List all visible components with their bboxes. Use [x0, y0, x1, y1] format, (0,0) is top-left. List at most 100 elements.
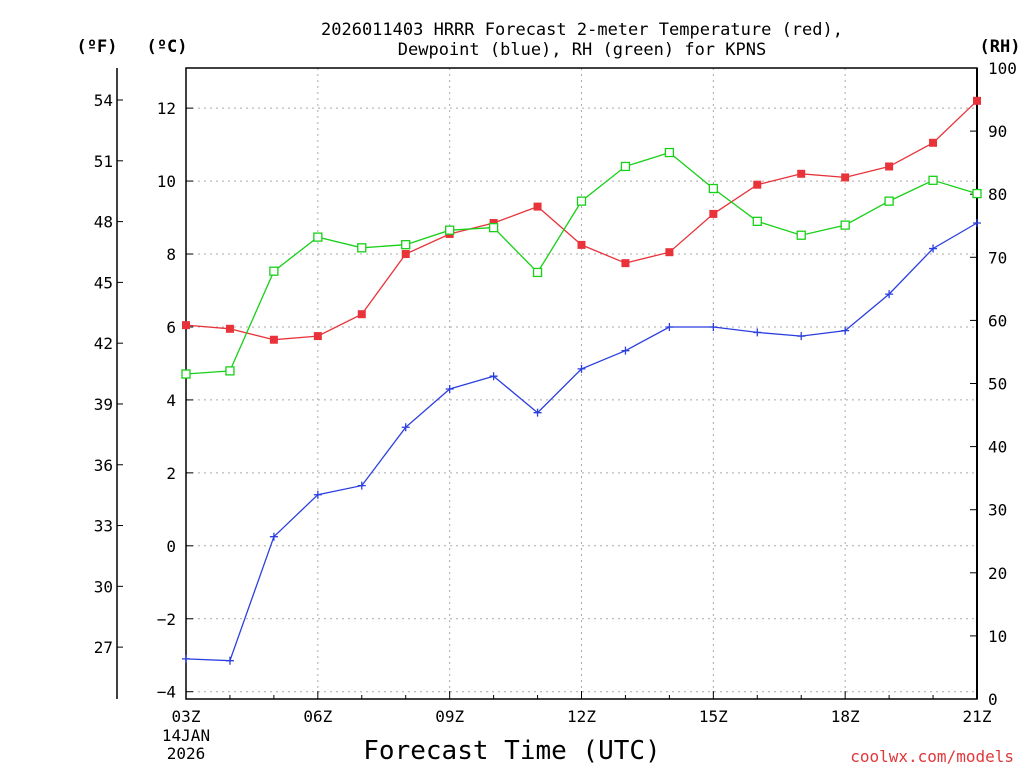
rh-tick-label-90: 90	[988, 122, 1007, 141]
rh-unit-label: (RH)	[980, 37, 1021, 57]
rh-tick-label-70: 70	[988, 248, 1007, 267]
rh-point-10	[488, 222, 499, 233]
celsius-tick-label--2: −2	[157, 610, 176, 629]
rh-point-21	[972, 188, 982, 199]
temperature-point-19	[885, 162, 894, 171]
temperature-point-16	[753, 180, 762, 189]
temperature-point-20	[929, 138, 938, 147]
temperature-point-17	[797, 169, 806, 178]
temperature-point-4	[225, 324, 234, 333]
rh-point-12	[576, 196, 587, 206]
dewpoint-point-13	[621, 346, 630, 355]
date-label-line1: 14JAN	[162, 726, 210, 745]
rh-point-3	[181, 369, 191, 379]
rh-tick-label-100: 100	[988, 59, 1017, 78]
rh-tick-label-20: 20	[988, 564, 1007, 583]
temperature-point-21	[973, 96, 981, 105]
dewpoint-point-4	[225, 656, 234, 665]
x-tick-label-03Z: 03Z	[172, 707, 201, 726]
fahrenheit-tick-label-42: 42	[94, 334, 113, 353]
rh-line	[185, 151, 978, 375]
grid-layer	[186, 68, 977, 699]
celsius-tick-label-8: 8	[166, 245, 176, 264]
dewpoint-point-11	[533, 408, 542, 417]
fahrenheit-tick-label-39: 39	[94, 395, 113, 414]
dewpoint-point-7	[357, 481, 366, 490]
dewpoint-point-3	[182, 654, 190, 663]
fahrenheit-tick-label-33: 33	[94, 517, 113, 536]
rh-point-7	[357, 243, 367, 253]
chart-title-line1: 2026011403 HRRR Forecast 2-meter Tempera…	[321, 20, 843, 40]
dewpoint-point-18	[841, 326, 850, 335]
chart-title-line2: Dewpoint (blue), RH (green) for KPNS	[398, 40, 766, 60]
rh-point-6	[313, 232, 323, 242]
rh-tick-label-80: 80	[988, 185, 1007, 204]
temperature-point-11	[533, 202, 542, 211]
axis-layer: 27 30 33 36 39 42 45 48 51 54 −4 −2 0 2 4 6 8 10 12 0 10 20 30…	[94, 59, 1017, 726]
dewpoint-point-5	[269, 532, 278, 541]
temperature-point-3	[182, 321, 190, 330]
dewpoint-point-14	[665, 322, 674, 331]
rh-point-4	[225, 366, 235, 376]
temperature-point-18	[841, 173, 850, 182]
temperature-point-8	[401, 250, 410, 259]
series-layer	[181, 96, 982, 665]
date-label-line2: 2026	[167, 744, 206, 763]
temperature-point-6	[313, 332, 322, 341]
dewpoint-point-16	[753, 328, 762, 337]
dewpoint-point-9	[445, 384, 454, 393]
dewpoint-point-19	[885, 290, 894, 299]
rh-tick-label-60: 60	[988, 311, 1007, 330]
rh-point-18	[840, 220, 850, 230]
rh-tick-label-0: 0	[988, 690, 998, 709]
rh-tick-label-50: 50	[988, 375, 1007, 394]
celsius-tick-label--4: −4	[157, 683, 176, 702]
rh-tick-label-40: 40	[988, 438, 1007, 457]
fahrenheit-unit-label: (ºF)	[77, 37, 118, 57]
dewpoint-point-8	[401, 423, 410, 432]
celsius-unit-label: (ºC)	[147, 37, 188, 57]
rh-point-15	[708, 183, 718, 194]
rh-point-11	[532, 267, 543, 278]
celsius-tick-label-4: 4	[166, 391, 176, 410]
celsius-tick-label-0: 0	[166, 537, 176, 556]
rh-point-8	[401, 240, 411, 250]
dewpoint-point-15	[709, 322, 718, 331]
x-axis-label: Forecast Time (UTC)	[363, 736, 660, 766]
celsius-tick-label-6: 6	[166, 318, 176, 337]
dewpoint-point-6	[313, 490, 322, 499]
fahrenheit-tick-label-54: 54	[94, 91, 113, 110]
celsius-tick-label-12: 12	[157, 99, 176, 118]
temperature-point-7	[357, 310, 366, 319]
rh-point-9	[445, 225, 455, 235]
rh-point-13	[620, 161, 631, 172]
temperature-point-15	[709, 209, 718, 218]
x-tick-label-12Z: 12Z	[567, 707, 596, 726]
temperature-point-13	[621, 259, 630, 268]
dewpoint-point-17	[797, 332, 806, 341]
celsius-tick-label-2: 2	[166, 464, 176, 483]
rh-point-14	[664, 147, 675, 158]
rh-point-17	[796, 230, 806, 240]
plot-frame	[185, 67, 978, 700]
rh-tick-label-10: 10	[988, 627, 1007, 646]
fahrenheit-tick-label-27: 27	[94, 638, 113, 657]
temperature-point-12	[577, 240, 586, 249]
fahrenheit-tick-label-45: 45	[94, 273, 113, 292]
x-tick-label-15Z: 15Z	[699, 707, 728, 726]
x-tick-label-21Z: 21Z	[963, 707, 992, 726]
rh-point-16	[752, 216, 762, 226]
x-tick-label-09Z: 09Z	[435, 707, 464, 726]
fahrenheit-tick-label-30: 30	[94, 577, 113, 596]
celsius-tick-label-10: 10	[157, 172, 176, 191]
temperature-point-5	[269, 335, 278, 344]
x-tick-label-06Z: 06Z	[303, 707, 332, 726]
x-tick-label-18Z: 18Z	[831, 707, 860, 726]
fahrenheit-tick-label-51: 51	[94, 152, 113, 171]
rh-point-20	[928, 175, 938, 185]
temperature-point-14	[665, 248, 674, 257]
rh-point-19	[884, 196, 894, 206]
credit-label: coolwx.com/models	[850, 747, 1014, 766]
